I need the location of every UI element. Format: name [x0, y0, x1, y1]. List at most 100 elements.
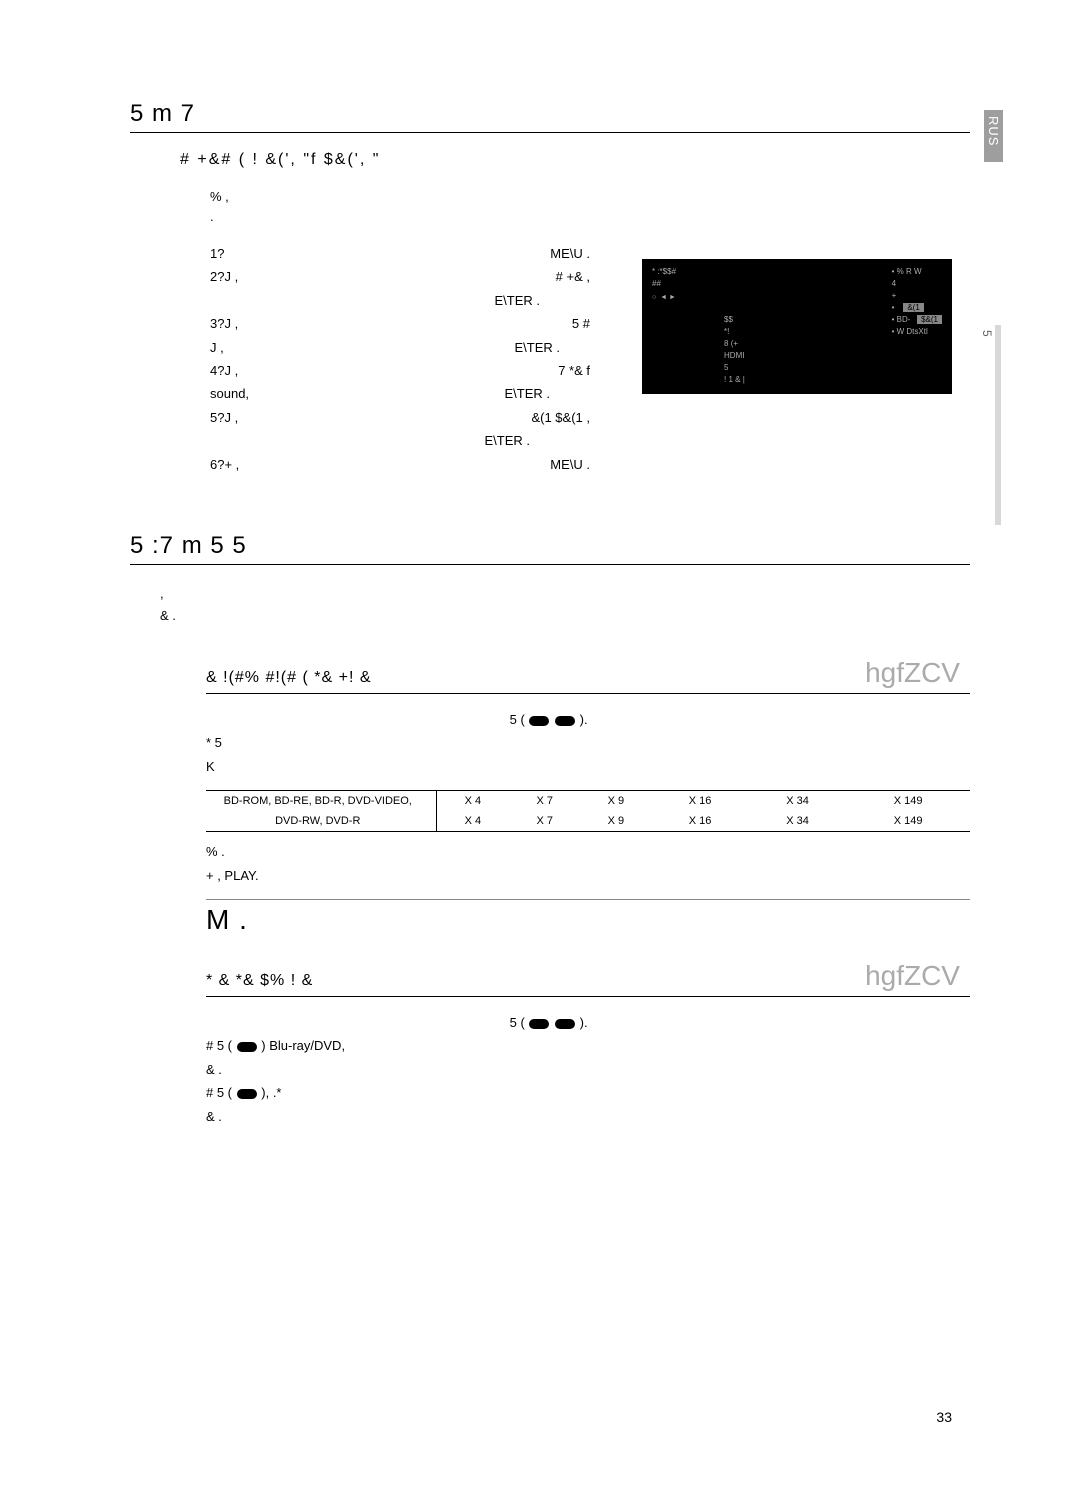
note-a2: + , PLAY.: [206, 868, 259, 883]
button-icon: [529, 716, 549, 726]
side-strip: [995, 325, 1001, 525]
section-2-title: 5 :7 m 5 5: [130, 532, 970, 565]
step-left: J ,: [210, 336, 224, 359]
scr-item: +: [892, 291, 897, 300]
step-6: 6?+ ,ME\U .: [210, 453, 590, 476]
section-1-title: 5 m 7: [130, 100, 970, 133]
step-3: 3?J , 5 #: [210, 312, 590, 335]
intro-line-2: .: [210, 209, 214, 224]
scr-icon-row: ○ ◄ ►: [652, 294, 676, 301]
subsection-2-title-row: * & *& $% ! & hgfZCV: [206, 960, 970, 997]
speed-cell: X 9: [580, 811, 651, 832]
button-icon: [555, 716, 575, 726]
scr-item: 4: [892, 279, 896, 288]
speed-label: BD-ROM, BD-RE, BD-R, DVD-VIDEO,: [206, 791, 436, 812]
step-3b: J , E\TER .: [210, 336, 590, 359]
b-a3: K: [206, 759, 215, 774]
section-2-desc: , & .: [160, 583, 970, 627]
step-5: 5?J , &(1 $&(1 ,: [210, 406, 590, 429]
b-b4b: ), .*: [261, 1085, 281, 1100]
speed-cell: X 7: [509, 811, 580, 832]
scr-item: • W DtsXtl: [892, 327, 928, 336]
table-row: BD-ROM, BD-RE, BD-R, DVD-VIDEO, X 4 X 7 …: [206, 791, 970, 812]
scr-item: [724, 303, 745, 312]
button-icon: [555, 1019, 575, 1029]
step-1: 1? ME\U .: [210, 242, 590, 265]
scr-item: 8 (+: [724, 339, 745, 348]
section-1-subheading: # +&# ( ! &(', "f $&(', ": [180, 151, 970, 169]
disc-badge: hgfZCV: [865, 960, 960, 992]
big-m-note: M .: [206, 899, 970, 936]
body-a: 5 ( ). * 5 K: [206, 708, 970, 778]
speed-cell: X 9: [580, 791, 651, 812]
step-right: 7 *& f: [558, 359, 590, 382]
step-right: ME\U .: [550, 242, 590, 265]
scr-item: 5: [724, 363, 745, 372]
subsection-1-title: & !(#% #!(# ( *& +! &: [206, 669, 372, 687]
note-block-a: % . + , PLAY.: [206, 840, 970, 887]
speed-cell: X 16: [651, 811, 748, 832]
speed-cell: X 7: [509, 791, 580, 812]
step-5b: E\TER .: [210, 429, 590, 452]
speed-cell: X 149: [846, 791, 970, 812]
scr-item: [724, 267, 745, 276]
desc-line-2: & .: [160, 608, 176, 623]
speed-cell: X 34: [749, 811, 846, 832]
table-row: DVD-RW, DVD-R X 4 X 7 X 9 X 16 X 34 X 14…: [206, 811, 970, 832]
step-right: E\TER .: [484, 429, 590, 452]
step-left: 3?J ,: [210, 312, 238, 335]
desc-line-1: ,: [160, 586, 164, 601]
b-b4a: # 5 (: [206, 1085, 232, 1100]
button-icon: [237, 1089, 257, 1099]
b-b2a: # 5 (: [206, 1038, 232, 1053]
b-b5: & .: [206, 1109, 222, 1124]
step-right: ME\U .: [550, 453, 590, 476]
speed-cell: X 16: [651, 791, 748, 812]
scr-item: • &(1: [892, 303, 924, 312]
scr-item: [724, 291, 745, 300]
note-a1: % .: [206, 844, 225, 859]
step-right: E\TER .: [504, 382, 590, 405]
b-b2b: ) Blu-ray/DVD,: [261, 1038, 345, 1053]
side-strip-label: 5: [980, 330, 994, 337]
scr-item: ! 1 & |: [724, 375, 745, 384]
step-2b: E\TER .: [210, 289, 590, 312]
scr-item: HDMI: [724, 351, 745, 360]
button-icon: [237, 1042, 257, 1052]
step-right: # +& ,: [556, 265, 590, 288]
scr-item: *!: [724, 327, 745, 336]
settings-screenshot: * :*$$# ## ○ ◄ ► $$ *! 8 (+ HDMI 5 ! 1 &…: [642, 259, 952, 394]
scr-selected: &(1: [903, 303, 923, 312]
b-a2: * 5: [206, 735, 222, 750]
page-number: 33: [936, 1409, 952, 1425]
b-b1: 5 (: [510, 1015, 525, 1030]
step-left: sound,: [210, 382, 249, 405]
step-right: E\TER .: [494, 289, 590, 312]
scr-item: • BD- $&(1: [892, 315, 942, 324]
scr-item: ##: [652, 279, 676, 288]
speed-cell: X 4: [436, 811, 509, 832]
speed-cell: X 4: [436, 791, 509, 812]
button-icon: [529, 1019, 549, 1029]
side-language-tab: RUS: [984, 110, 1003, 162]
disc-badge: hgfZCV: [865, 657, 960, 689]
intro-line-1: % ,: [210, 189, 229, 204]
step-right: &(1 $&(1 ,: [531, 406, 590, 429]
step-right: 5 #: [572, 312, 590, 335]
scr-item: • % R W: [892, 267, 922, 276]
step-right: E\TER .: [514, 336, 590, 359]
step-left: 2?J ,: [210, 265, 238, 288]
scr-item: $$: [724, 315, 745, 324]
step-left: 1?: [210, 242, 224, 265]
step-4: 4?J ,7 *& f: [210, 359, 590, 382]
scr-item: * :*$$#: [652, 267, 676, 276]
speed-cell: X 34: [749, 791, 846, 812]
step-left: 5?J ,: [210, 406, 238, 429]
scr-selected: $&(1: [917, 315, 942, 324]
b-a1: 5 (: [510, 712, 525, 727]
subsection-2-title: * & *& $% ! &: [206, 972, 313, 990]
subsection-1-title-row: & !(#% #!(# ( *& +! & hgfZCV: [206, 657, 970, 694]
step-4b: sound, E\TER .: [210, 382, 590, 405]
section-1-intro: % , .: [210, 187, 970, 226]
speed-cell: X 149: [846, 811, 970, 832]
